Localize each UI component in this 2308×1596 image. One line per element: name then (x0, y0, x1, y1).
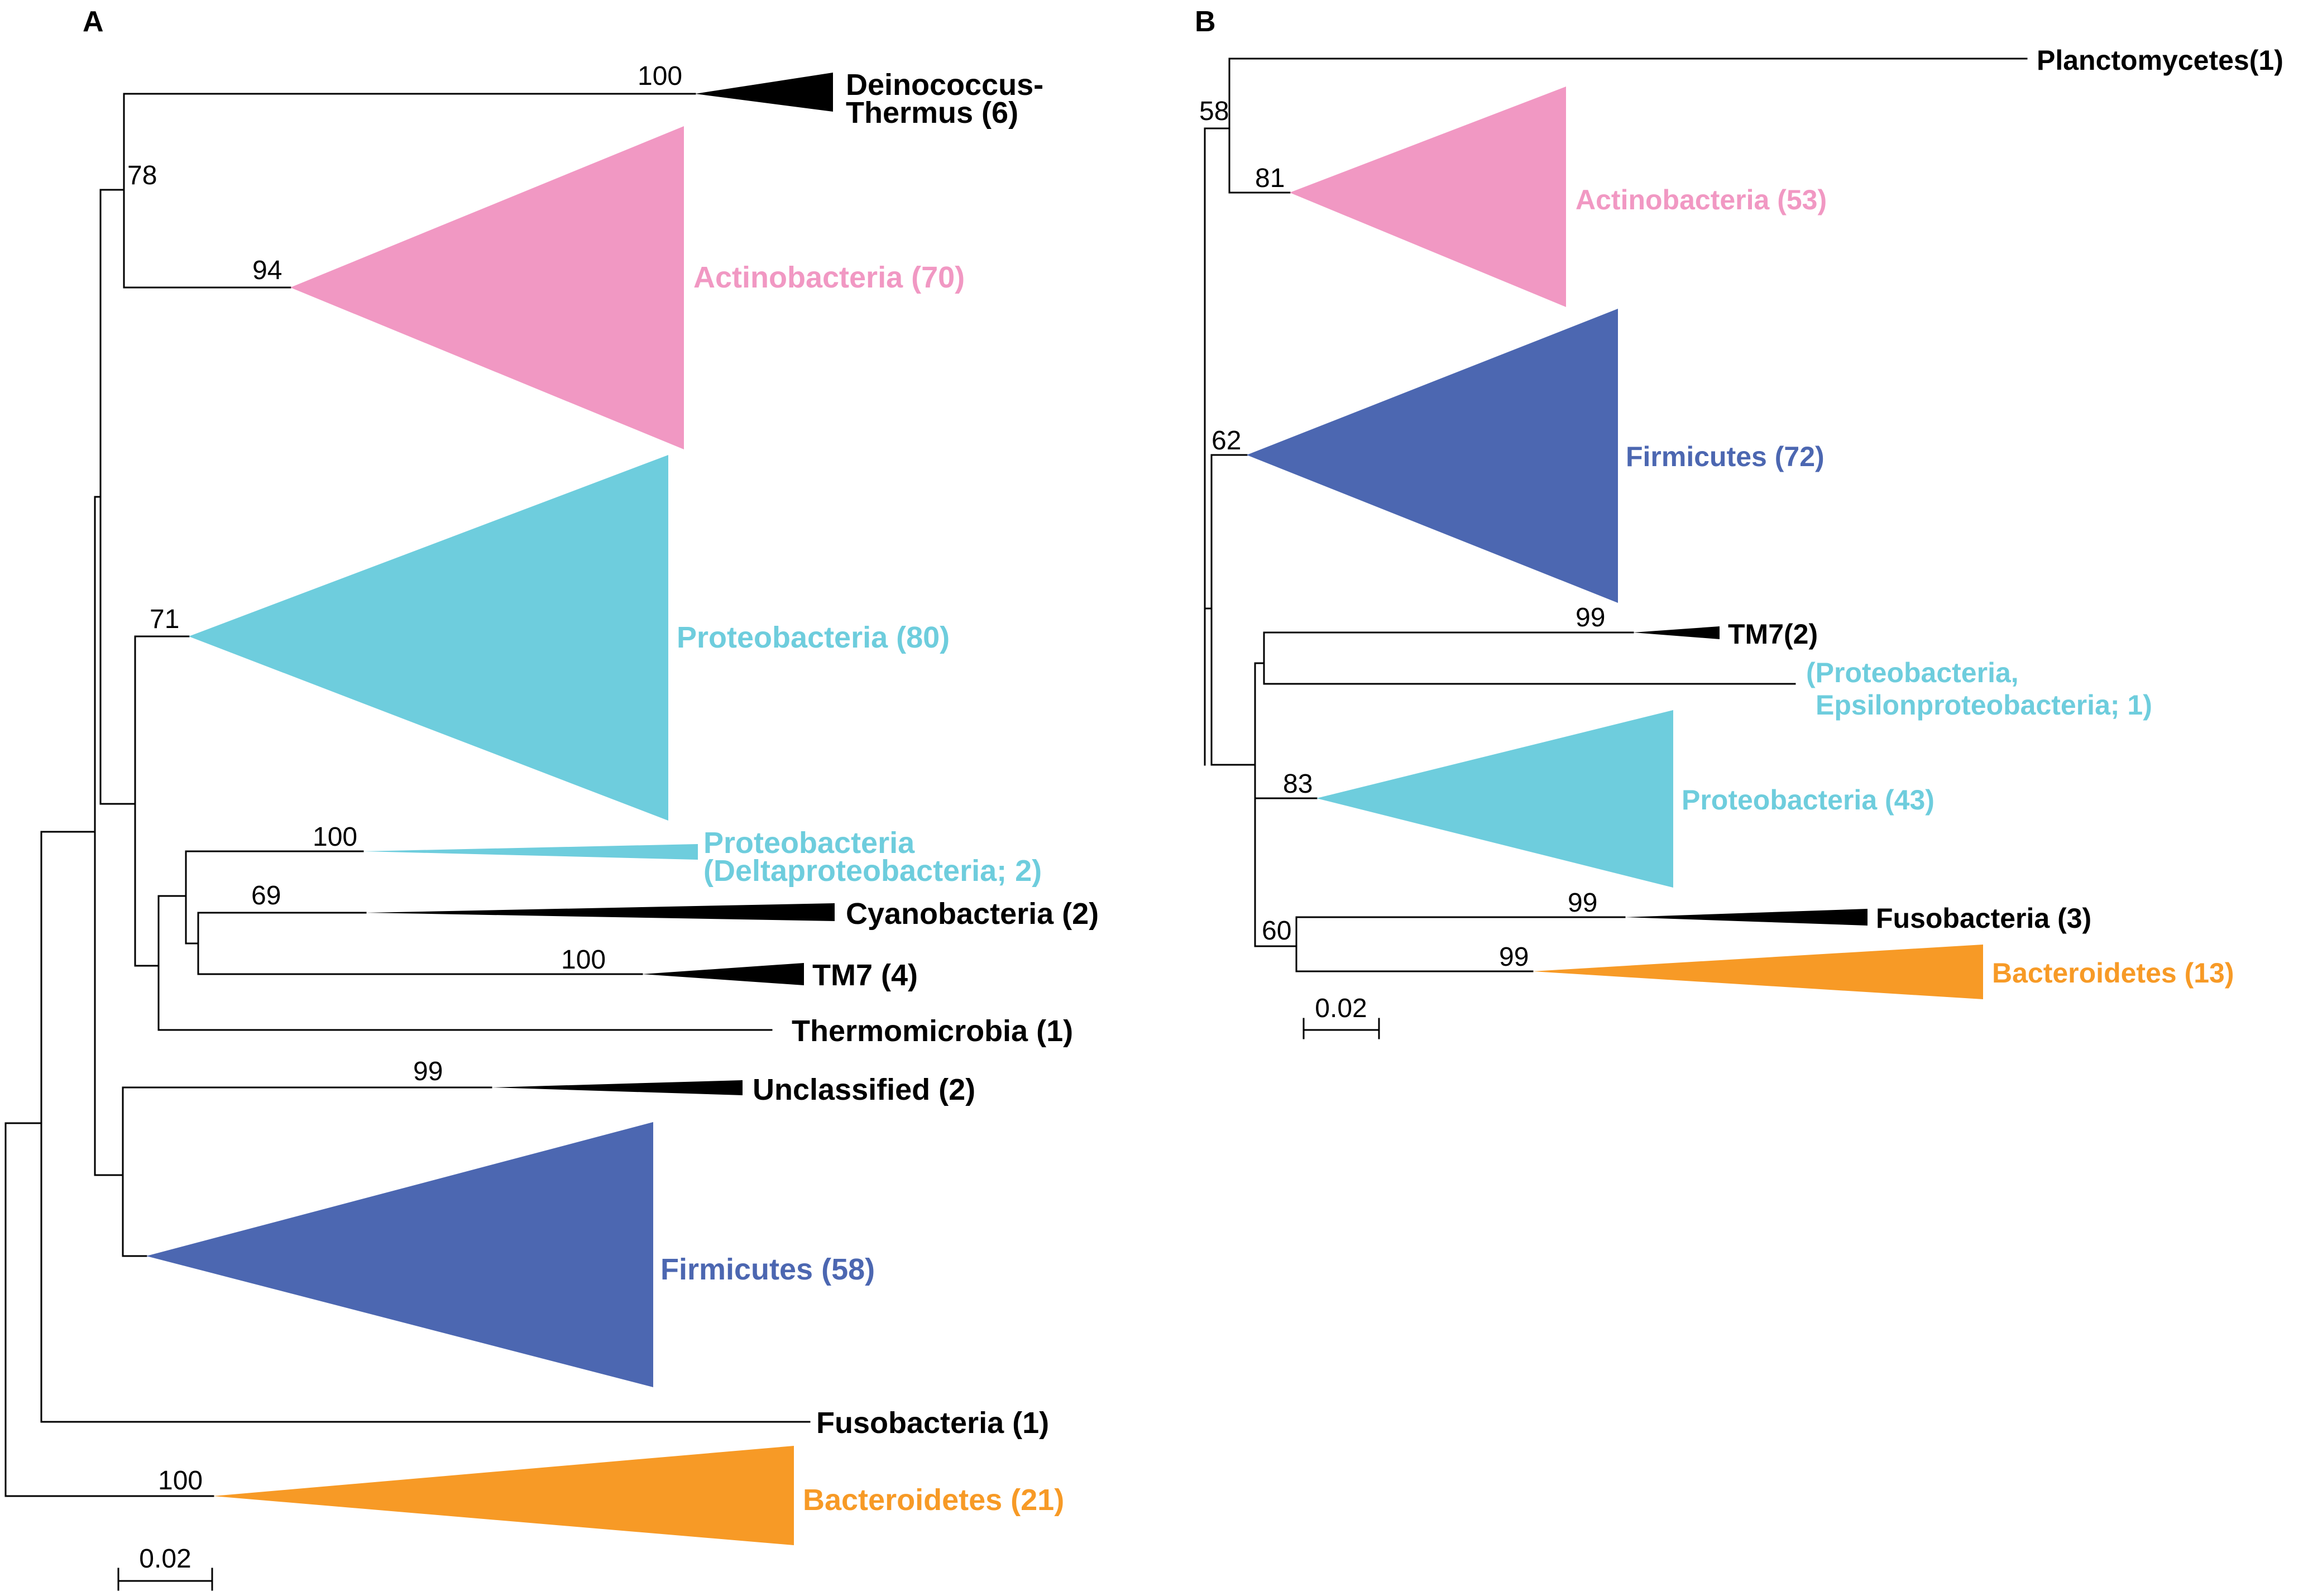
a-bootstrap-100-bacteroidetes: 100 (158, 1466, 203, 1496)
a-label-deinococcus-line1: Deinococcus- (846, 68, 1043, 102)
b-clade-actinobacteria (1290, 87, 1566, 307)
a-scale-label: 0.02 (139, 1544, 191, 1574)
a-clade-deltaproteobacteria (363, 844, 698, 860)
b-bootstrap-60: 60 (1262, 916, 1291, 946)
a-label-unclassified: Unclassified (2) (753, 1073, 975, 1106)
a-bootstrap-78: 78 (127, 161, 157, 190)
a-label-actinobacteria: Actinobacteria (70) (693, 261, 965, 294)
b-label-planctomycetes: Planctomycetes(1) (2037, 45, 2283, 76)
panel-b: B (1195, 6, 2283, 1039)
a-bootstrap-100-deinococcus: 100 (638, 61, 682, 91)
a-scale-bar: 0.02 (117, 1544, 213, 1591)
b-clade-tm7 (1633, 626, 1720, 639)
panel-a-branches (4, 93, 811, 1497)
b-label-actinobacteria: Actinobacteria (53) (1576, 184, 1827, 215)
a-label-tm7: TM7 (4) (812, 958, 918, 992)
a-bootstrap-99-unclassified: 99 (413, 1057, 443, 1086)
a-label-deinococcus-line2: Thermus (6) (846, 96, 1018, 130)
b-label-fusobacteria: Fusobacteria (3) (1876, 903, 2091, 934)
b-clade-proteobacteria (1316, 710, 1673, 888)
a-clade-unclassified (491, 1080, 743, 1095)
panel-a: A (4, 6, 1099, 1591)
b-clade-bacteroidetes (1533, 945, 1983, 999)
a-label-proteobacteria: Proteobacteria (80) (677, 621, 950, 654)
b-label-epsilon-line2: Epsilonproteobacteria; 1) (1816, 689, 2152, 721)
a-clade-cyanobacteria (366, 903, 835, 921)
panel-b-letter: B (1195, 6, 1216, 38)
a-bootstrap-71: 71 (150, 605, 179, 634)
b-label-tm7: TM7(2) (1728, 619, 1818, 650)
panel-a-letter: A (83, 6, 104, 38)
a-clade-tm7 (642, 963, 804, 985)
a-bootstrap-100-delta: 100 (313, 822, 357, 852)
b-clade-fusobacteria (1625, 909, 1868, 926)
a-label-delta-line1: Proteobacteria (703, 826, 915, 860)
a-clade-bacteroidetes (213, 1446, 794, 1545)
b-bootstrap-81: 81 (1255, 164, 1285, 193)
b-bootstrap-83: 83 (1283, 769, 1313, 799)
b-scale-label: 0.02 (1315, 994, 1367, 1023)
b-bootstrap-62: 62 (1212, 426, 1241, 456)
a-clade-actinobacteria (290, 126, 684, 449)
a-label-cyanobacteria: Cyanobacteria (2) (846, 897, 1099, 931)
a-bootstrap-100-tm7: 100 (561, 945, 606, 975)
a-bootstrap-94: 94 (252, 256, 282, 285)
a-clade-firmicutes (146, 1122, 653, 1387)
a-label-bacteroidetes: Bacteroidetes (21) (803, 1483, 1064, 1517)
b-label-bacteroidetes: Bacteroidetes (13) (1992, 957, 2234, 989)
a-label-thermomicrobia: Thermomicrobia (1) (792, 1014, 1073, 1048)
a-label-delta-line2: (Deltaproteobacteria; 2) (703, 854, 1042, 888)
b-bootstrap-99-tm7: 99 (1576, 603, 1605, 632)
a-bootstrap-69: 69 (251, 881, 281, 910)
b-bootstrap-58: 58 (1199, 97, 1229, 126)
b-label-proteobacteria: Proteobacteria (43) (1682, 784, 1934, 816)
b-label-epsilon-line1: (Proteobacteria, (1806, 657, 2019, 688)
a-clade-proteobacteria (189, 455, 668, 821)
b-bootstrap-99-fusobacteria: 99 (1568, 888, 1597, 918)
b-label-firmicutes: Firmicutes (72) (1626, 441, 1825, 472)
b-scale-bar: 0.02 (1303, 994, 1380, 1039)
panel-b-branches (1204, 57, 2028, 972)
b-bootstrap-99-bacteroidetes: 99 (1499, 942, 1529, 972)
a-label-firmicutes: Firmicutes (58) (660, 1253, 875, 1286)
a-label-fusobacteria: Fusobacteria (1) (816, 1406, 1049, 1440)
b-clade-firmicutes (1247, 309, 1618, 603)
a-clade-deinococcus (695, 73, 833, 112)
